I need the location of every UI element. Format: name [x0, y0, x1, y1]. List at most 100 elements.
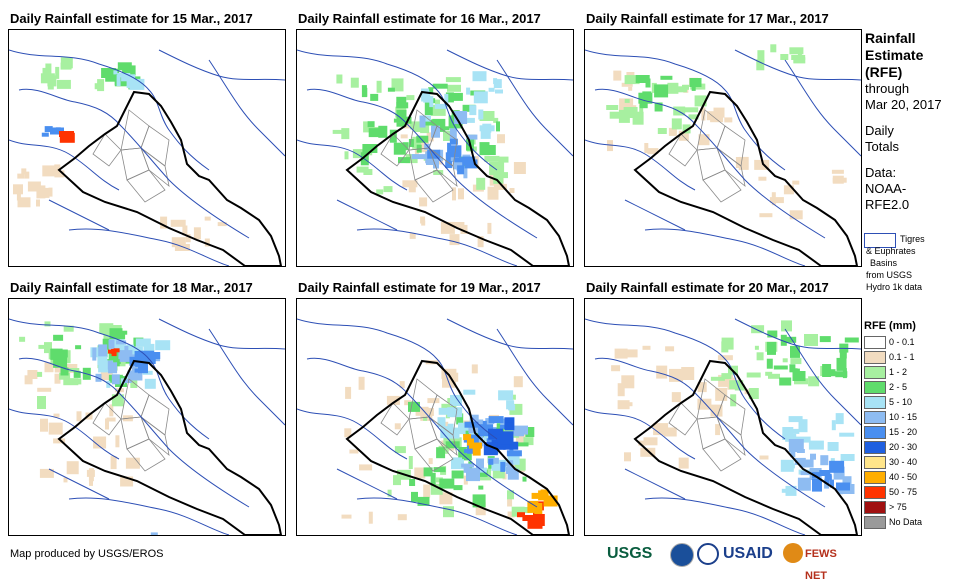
rainfall-map [584, 29, 862, 267]
rainfall-cell [410, 121, 422, 130]
rainfall-cell [414, 142, 429, 153]
rainfall-cell [27, 181, 41, 192]
country-boundary [345, 90, 571, 266]
rainfall-cell [472, 469, 488, 477]
river-basin-line [624, 199, 686, 231]
rainfall-cell [527, 518, 543, 529]
rainfall-cell [447, 142, 452, 153]
rainfall-cell [713, 107, 725, 118]
rainfall-cell [100, 372, 113, 381]
rainfall-cell [383, 186, 393, 193]
rainfall-cell [613, 70, 622, 81]
rainfall-cell [781, 320, 792, 332]
rainfall-cell [533, 510, 540, 519]
rainfall-cell [447, 407, 463, 418]
rainfall-cell [361, 85, 367, 98]
rainfall-cell [138, 360, 148, 374]
rainfall-cell [842, 476, 852, 485]
rainfall-cell [540, 489, 549, 497]
rainfall-cell [514, 442, 529, 447]
province-boundary [380, 402, 410, 436]
rainfall-cell [414, 467, 426, 479]
rainfall-cell [609, 111, 625, 119]
rainfall-cell [500, 431, 514, 445]
rainfall-cell [98, 344, 108, 357]
rainfall-cell [393, 475, 401, 486]
rainfall-cell [826, 473, 832, 480]
rainfall-cell [38, 344, 48, 349]
river-basin-line [585, 318, 786, 440]
rainfall-cell [428, 458, 433, 465]
rainfall-cell [86, 469, 95, 477]
rainfall-cell [430, 104, 446, 116]
rfe-legend: RFE (mm) 0 - 0.1 0.1 - 1 1 - 2 2 - 5 5 - 10 1… [864, 320, 964, 531]
legend-label: 0 - 0.1 [889, 337, 915, 347]
rainfall-cell [449, 138, 458, 145]
rainfall-cell [107, 360, 113, 370]
rainfall-cell [118, 350, 133, 360]
rainfall-cell [819, 470, 831, 476]
rainfall-cell [678, 130, 689, 141]
sidebar-through: through Mar 20, 2017 [865, 81, 942, 112]
river-basin-line [644, 228, 806, 266]
rainfall-cell [419, 119, 433, 126]
rainfall-cell [495, 89, 503, 94]
river-basin-line [306, 88, 538, 239]
rainfall-cell [116, 75, 121, 86]
basin-legend-text: Tigres & Euphrates Basins from USGS Hydr… [866, 234, 925, 292]
rainfall-cell [614, 348, 628, 359]
rainfall-cell [37, 396, 46, 409]
rainfall-cell [454, 222, 465, 228]
rainfall-cell [447, 84, 461, 92]
rainfall-cell [24, 375, 33, 385]
rainfall-cell [472, 442, 481, 456]
rainfall-cell [756, 59, 765, 71]
river-basin-line [208, 328, 285, 426]
rainfall-cell [113, 348, 120, 353]
rainfall-cell [217, 222, 227, 227]
rainfall-cell [754, 159, 770, 170]
rainfall-cell [341, 514, 352, 519]
river-basin-line [158, 318, 285, 350]
rainfall-map [8, 298, 286, 536]
rainfall-cell [428, 87, 434, 95]
rainfall-cell [527, 500, 539, 513]
river-basin-line [446, 318, 573, 350]
rainfall-cell [473, 91, 488, 104]
rainfall-map [8, 29, 286, 267]
legend-item: 0 - 0.1 [864, 336, 964, 349]
rainfall-cell [473, 467, 487, 473]
rainfall-cell [842, 368, 847, 379]
rainfall-cell [116, 340, 127, 345]
rainfall-cell [437, 417, 446, 428]
province-boundary [126, 438, 166, 472]
rainfall-cell [787, 463, 795, 469]
rainfall-cell [765, 371, 773, 376]
legend-item: 50 - 75 [864, 486, 964, 499]
rainfall-cell [423, 91, 431, 103]
rainfall-cell [376, 189, 384, 195]
rainfall-cell [144, 378, 156, 389]
legend-label: 50 - 75 [889, 487, 918, 497]
sidebar-info: Rainfall Estimate (RFE) through Mar 20, … [865, 30, 965, 213]
rainfall-cell [773, 365, 788, 370]
rainfall-cell [37, 187, 50, 198]
legend-label: 1 - 2 [889, 367, 908, 377]
rainfall-cell [396, 122, 407, 127]
rainfall-cell [44, 321, 51, 327]
rainfall-cell [417, 496, 430, 506]
rainfall-cell [424, 102, 433, 116]
rainfall-cell [829, 460, 845, 473]
rainfall-cell [182, 225, 188, 236]
rainfall-cell [701, 107, 706, 121]
rainfall-cell [833, 466, 845, 480]
rainfall-cell [45, 63, 52, 76]
rainfall-cell [412, 136, 422, 149]
rainfall-cell [735, 157, 741, 168]
rainfall-cell [37, 371, 43, 377]
rainfall-cell [59, 132, 75, 143]
rainfall-cell [21, 168, 27, 175]
river-basin-line [18, 357, 250, 508]
legend-swatch [864, 471, 886, 484]
map-credit: Map produced by USGS/EROS [10, 548, 164, 560]
